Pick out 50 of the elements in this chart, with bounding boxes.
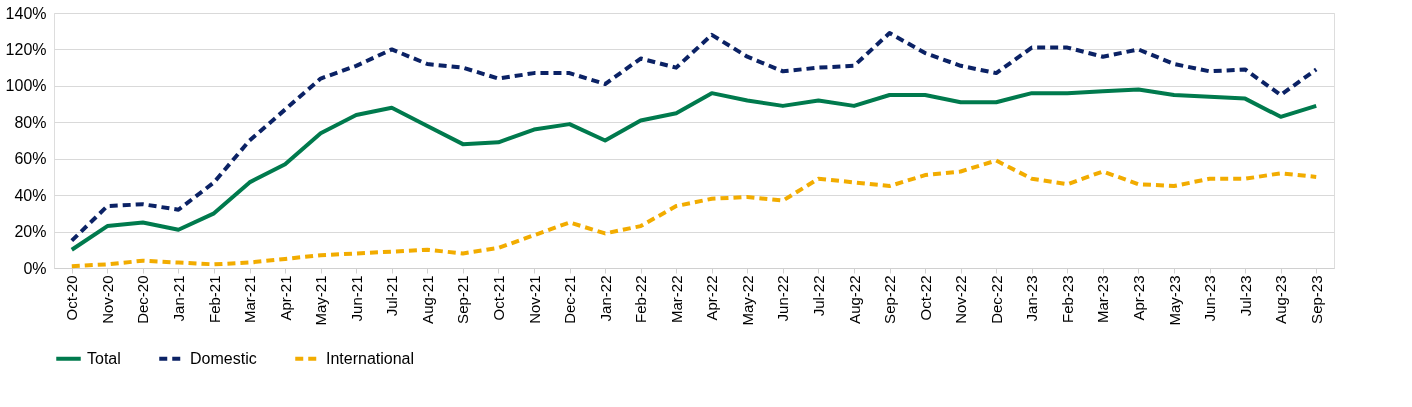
x-tick-label: Oct-20: [63, 275, 81, 321]
x-tick-label: Mar-21: [241, 275, 259, 324]
x-tick-label: Sep-21: [454, 275, 472, 324]
y-tick-label: 0%: [23, 259, 47, 277]
x-tick-label: Jun-23: [1201, 275, 1219, 322]
x-tick-label: Jul-22: [809, 275, 827, 317]
x-tick-label: Apr-22: [703, 275, 721, 321]
legend-label: Total: [87, 349, 121, 367]
line-series: [69, 31, 1319, 243]
x-tick-label: Nov-21: [525, 275, 543, 324]
line-series: [69, 158, 1319, 269]
y-tick-label: 40%: [14, 186, 47, 204]
y-tick-label: 20%: [14, 223, 47, 241]
y-tick-label: 140%: [5, 4, 47, 22]
x-tick-label: May-23: [1165, 275, 1183, 326]
x-tick-label: Jun-21: [347, 275, 365, 322]
x-tick-label: Jan-21: [169, 275, 187, 322]
x-tick-label: Mar-23: [1094, 275, 1112, 324]
x-tick-label: Mar-22: [667, 275, 685, 324]
legend-label: International: [326, 349, 415, 367]
line-series: [69, 87, 1319, 252]
y-tick-label: 60%: [14, 150, 47, 168]
x-tick-label: Feb-21: [205, 275, 223, 324]
x-tick-label: Apr-23: [1129, 275, 1147, 321]
x-tick-label: Aug-21: [418, 275, 436, 324]
x-tick-label: May-21: [312, 275, 330, 326]
x-tick-label: Aug-23: [1272, 275, 1290, 324]
x-tick-label: Jun-22: [774, 275, 792, 322]
x-tick-label: Apr-21: [276, 275, 294, 321]
x-tick-label: Oct-22: [916, 275, 934, 321]
y-tick-label: 120%: [5, 40, 47, 58]
x-tick-label: May-22: [738, 275, 756, 326]
x-tick-label: Jul-23: [1236, 275, 1254, 317]
x-tick-label: Jan-22: [596, 275, 614, 322]
x-tick-label: Sep-22: [881, 275, 899, 324]
legend-label: Domestic: [190, 349, 257, 367]
x-tick-label: Nov-22: [952, 275, 970, 324]
x-tick-label: Jan-23: [1023, 275, 1041, 322]
x-tick-label: Dec-22: [987, 275, 1005, 324]
y-tick-label: 100%: [5, 77, 47, 95]
x-tick-label: Feb-22: [632, 275, 650, 324]
x-tick-label: Dec-21: [561, 275, 579, 324]
x-tick-label: Nov-20: [98, 275, 116, 324]
x-tick-label: Feb-23: [1058, 275, 1076, 324]
x-tick-label: Sep-23: [1307, 275, 1325, 324]
y-tick-label: 80%: [14, 113, 47, 131]
x-tick-label: Jul-21: [383, 275, 401, 317]
x-tick-label: Dec-20: [134, 275, 152, 324]
x-tick-label: Oct-21: [489, 275, 507, 321]
x-tick-label: Aug-22: [845, 275, 863, 324]
